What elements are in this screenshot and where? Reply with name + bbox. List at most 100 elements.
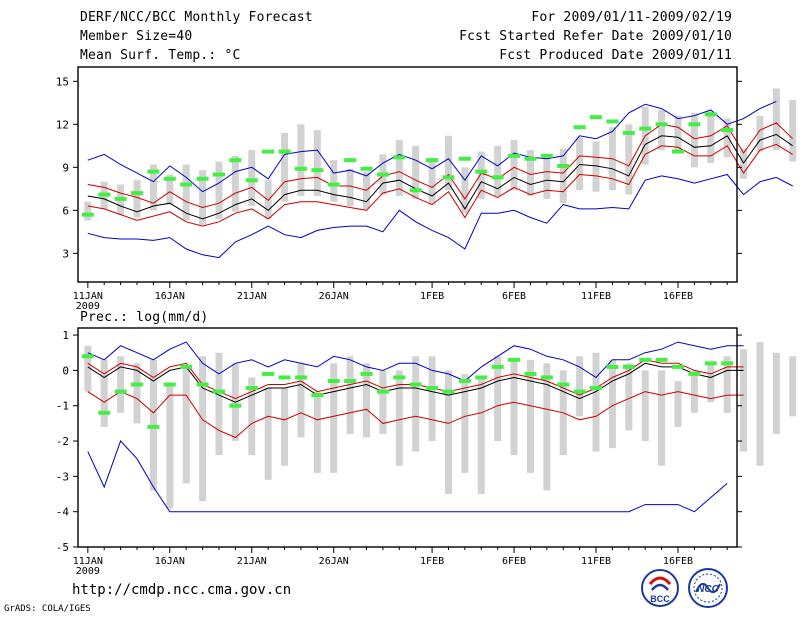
prec-observed-13 <box>278 375 291 380</box>
prec-box-1 <box>84 345 92 392</box>
temp-observed-15 <box>311 168 324 173</box>
prec-observed-6 <box>163 382 176 387</box>
prec-observed-9 <box>212 389 225 394</box>
temp-box-20 <box>395 140 403 196</box>
prec-box-13 <box>281 388 289 466</box>
prec-box-33 <box>608 359 616 449</box>
prec-observed-20 <box>393 375 406 380</box>
precipitation-panel: -5 -4 -3 -2 -1 0 1 11JAN 16JAN 21JAN 26JAN 1FEB 6FEB… <box>56 327 797 577</box>
temp-observed-28 <box>524 156 537 161</box>
temp-box-37 <box>674 115 682 152</box>
prec-box-34 <box>625 363 633 431</box>
prec-box-26 <box>494 356 502 442</box>
temp-observed-14 <box>294 166 307 171</box>
temp-observed-7 <box>180 182 193 187</box>
prec-box-2 <box>100 359 108 427</box>
prec-box-3 <box>117 356 125 413</box>
temp-observed-19 <box>376 172 389 177</box>
prec-ytick-label-6: 1 <box>62 329 69 342</box>
prec-ytick-label-0: -5 <box>56 541 69 554</box>
source-url[interactable]: http://cmdp.ncc.cma.gov.cn <box>72 582 292 598</box>
temp-xtick-label-1: 16JAN <box>155 291 185 302</box>
ncc-wave-icon <box>695 582 721 594</box>
fcst-started-label: Fcst Started Refer Date 2009/01/10 <box>459 29 732 44</box>
prec-box-8 <box>199 356 207 502</box>
prec-ytick-label-1: -4 <box>56 506 70 519</box>
prec-box-39 <box>707 363 715 403</box>
prec-box-41 <box>740 349 748 452</box>
prec-ytick-label-2: -3 <box>56 470 69 483</box>
prec-box-7 <box>182 366 190 484</box>
temp-observed-40 <box>721 128 734 133</box>
prec-box-40 <box>723 356 731 413</box>
temp-observed-23 <box>442 175 455 180</box>
prec-observed-7 <box>180 364 193 369</box>
temp-series-max <box>87 100 777 193</box>
prec-xtick-label-7: 16FEB <box>663 556 693 567</box>
temp-box-6 <box>166 174 174 205</box>
temp-box-21 <box>412 145 420 199</box>
temp-observed-4 <box>131 191 144 196</box>
temp-ytick-label-3: 12 <box>56 118 69 131</box>
temp-observed-12 <box>262 149 275 154</box>
temp-box-24 <box>461 167 469 214</box>
temp-observed-10 <box>229 158 242 163</box>
temp-box-5 <box>149 164 157 211</box>
temp-box-30 <box>559 148 567 204</box>
prec-observed-18 <box>360 371 373 376</box>
prec-observed-2 <box>98 410 111 415</box>
prec-observed-4 <box>131 382 144 387</box>
temp-box-39 <box>707 111 715 164</box>
prec-year-label: 2009 <box>76 566 100 577</box>
prec-box-4 <box>133 363 141 424</box>
prec-observed-12 <box>262 371 275 376</box>
prec-observed-27 <box>508 357 521 362</box>
temp-series-mean <box>87 133 793 220</box>
temp-series-min <box>87 173 793 259</box>
fcst-produced-label: Fcst Produced Date 2009/01/11 <box>499 48 732 63</box>
prec-xtick-label-6: 11FEB <box>581 556 611 567</box>
temp-series-lower <box>87 143 793 227</box>
prec-observed-14 <box>294 375 307 380</box>
prec-observed-15 <box>311 393 324 398</box>
prec-box-35 <box>641 370 649 442</box>
temp-observed-5 <box>147 169 160 174</box>
prec-box-38 <box>690 370 698 413</box>
temp-box-42 <box>756 115 764 152</box>
prec-box-31 <box>576 356 584 417</box>
temp-xtick-label-3: 26JAN <box>319 291 349 302</box>
grads-credit: GrADS: COLA/IGES <box>4 604 91 614</box>
prec-box-24 <box>461 373 469 473</box>
prec-box-12 <box>264 388 272 480</box>
temp-box-13 <box>281 132 289 202</box>
prec-observed-8 <box>196 382 209 387</box>
agency-logos: BCC NCC <box>641 568 728 608</box>
temp-box-10 <box>231 155 239 212</box>
prec-series-min <box>87 440 728 513</box>
prec-xtick-label-0: 11JAN <box>73 556 103 567</box>
temp-xtick-label-2: 21JAN <box>237 291 267 302</box>
prec-observed-28 <box>524 371 537 376</box>
temp-ytick-label-0: 3 <box>62 247 69 260</box>
prec-box-11 <box>248 377 256 456</box>
temp-observed-36 <box>655 122 668 127</box>
prec-observed-24 <box>458 378 471 383</box>
prec-observed-40 <box>721 361 734 366</box>
prec-box-43 <box>772 352 780 434</box>
temp-observed-29 <box>540 153 553 158</box>
temp-box-36 <box>658 110 666 151</box>
prec-observed-25 <box>475 375 488 380</box>
temp-box-1 <box>84 201 92 221</box>
prec-box-44 <box>789 356 797 417</box>
prec-box-22 <box>428 356 436 442</box>
prec-box-29 <box>543 363 551 491</box>
prec-observed-19 <box>376 389 389 394</box>
prec-xtick-label-5: 6FEB <box>502 556 526 567</box>
temp-observed-2 <box>98 192 111 197</box>
temp-box-22 <box>428 161 436 205</box>
temp-observed-20 <box>393 155 406 160</box>
prec-box-20 <box>395 370 403 466</box>
temp-box-25 <box>477 151 485 199</box>
temp-observed-3 <box>114 196 127 201</box>
temp-box-40 <box>723 118 731 158</box>
